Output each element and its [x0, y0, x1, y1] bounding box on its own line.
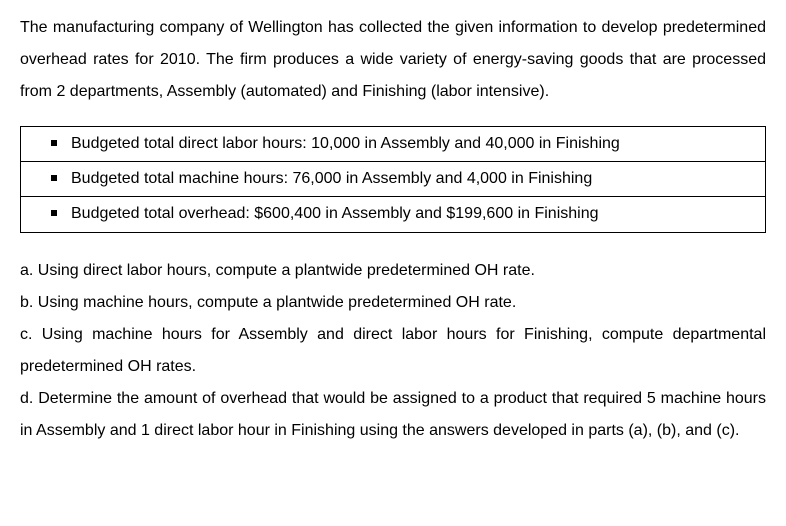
table-row: Budgeted total machine hours: 76,000 in … — [21, 162, 766, 197]
bullet-cell: Budgeted total overhead: $600,400 in Ass… — [21, 197, 766, 232]
bullet-text: Budgeted total direct labor hours: 10,00… — [71, 135, 620, 152]
budget-info-table: Budgeted total direct labor hours: 10,00… — [20, 126, 766, 233]
questions-section: a. Using direct labor hours, compute a p… — [20, 255, 766, 447]
question-a: a. Using direct labor hours, compute a p… — [20, 255, 766, 287]
question-d: d. Determine the amount of overhead that… — [20, 383, 766, 447]
question-c: c. Using machine hours for Assembly and … — [20, 319, 766, 383]
bullet-text: Budgeted total overhead: $600,400 in Ass… — [71, 205, 599, 222]
table-row: Budgeted total overhead: $600,400 in Ass… — [21, 197, 766, 232]
bullet-cell: Budgeted total direct labor hours: 10,00… — [21, 127, 766, 162]
square-bullet-icon — [51, 175, 57, 181]
bullet-cell: Budgeted total machine hours: 76,000 in … — [21, 162, 766, 197]
intro-paragraph: The manufacturing company of Wellington … — [20, 12, 766, 108]
square-bullet-icon — [51, 210, 57, 216]
bullet-text: Budgeted total machine hours: 76,000 in … — [71, 170, 592, 187]
table-row: Budgeted total direct labor hours: 10,00… — [21, 127, 766, 162]
square-bullet-icon — [51, 140, 57, 146]
question-b: b. Using machine hours, compute a plantw… — [20, 287, 766, 319]
